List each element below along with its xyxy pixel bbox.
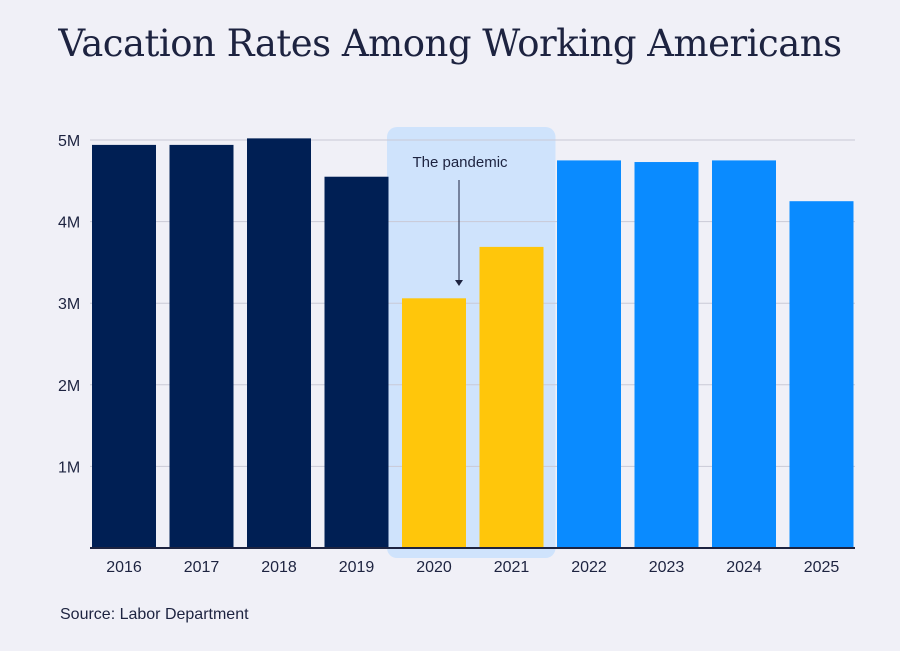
bar-2016	[92, 144, 156, 548]
annotation-label: The pandemic	[412, 154, 508, 171]
x-tick-label: 2024	[726, 559, 762, 576]
bar-2024	[712, 160, 776, 548]
bar-2018	[247, 138, 311, 549]
y-tick-label: 1M	[58, 459, 80, 476]
x-tick-label: 2025	[804, 559, 840, 576]
chart-title: Vacation Rates Among Working Americans	[58, 22, 842, 65]
bar-2020	[402, 298, 466, 548]
bar-2017	[169, 144, 234, 548]
x-tick-label: 2016	[106, 559, 142, 576]
bar-2025	[789, 201, 854, 548]
annotation-arrow-head	[455, 280, 463, 286]
y-tick-label: 4M	[58, 215, 80, 232]
x-tick-label: 2020	[416, 559, 452, 576]
bar-2023	[634, 162, 699, 549]
bar-2022	[557, 160, 621, 548]
x-tick-label: 2019	[339, 559, 375, 576]
x-tick-label: 2018	[261, 559, 297, 576]
y-tick-label: 3M	[58, 296, 80, 313]
bar-2019	[324, 176, 389, 548]
source-note: Source: Labor Department	[60, 606, 249, 623]
y-tick-label: 2M	[58, 378, 80, 395]
x-tick-label: 2023	[649, 559, 685, 576]
highlight-region-base	[387, 543, 556, 548]
y-tick-label: 5M	[58, 133, 80, 150]
x-tick-label: 2021	[494, 559, 530, 576]
x-tick-label: 2022	[571, 559, 607, 576]
x-tick-label: 2017	[184, 559, 220, 576]
bar-2021	[479, 246, 544, 548]
